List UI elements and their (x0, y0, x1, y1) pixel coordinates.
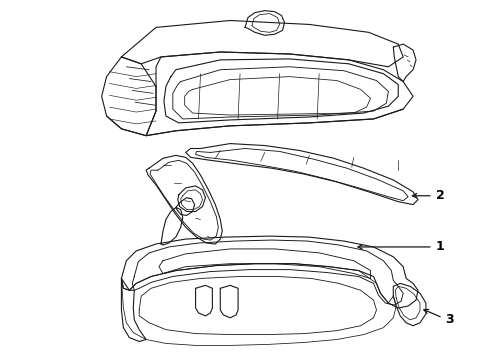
Text: 3: 3 (445, 313, 453, 326)
Text: 1: 1 (436, 240, 444, 253)
Text: 2: 2 (436, 189, 444, 202)
